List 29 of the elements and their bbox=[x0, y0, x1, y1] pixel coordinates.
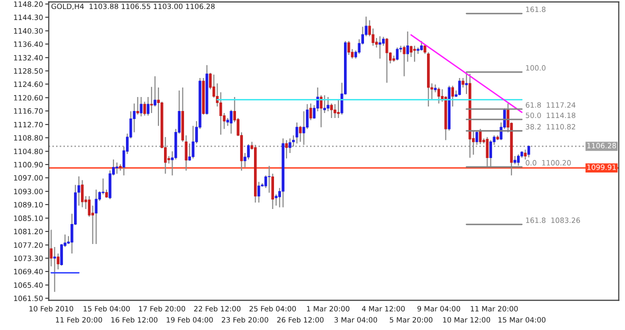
candlestick bbox=[257, 181, 260, 204]
candlestick bbox=[458, 77, 461, 96]
candlestick bbox=[136, 96, 140, 116]
candlestick bbox=[437, 86, 440, 104]
candlestick bbox=[143, 101, 146, 116]
candlestick bbox=[320, 94, 322, 128]
candlestick bbox=[420, 40, 423, 52]
candlestick bbox=[334, 104, 336, 119]
candlestick bbox=[326, 96, 330, 112]
candlestick bbox=[80, 180, 84, 208]
candlestick bbox=[402, 45, 406, 77]
candlestick bbox=[451, 85, 454, 108]
candlestick bbox=[192, 125, 194, 159]
candlestick bbox=[140, 96, 143, 117]
candlestick bbox=[285, 140, 288, 159]
candlestick bbox=[524, 149, 527, 160]
candlestick bbox=[299, 125, 302, 142]
candlestick bbox=[413, 45, 416, 62]
candlestick bbox=[527, 144, 530, 158]
candlestick bbox=[150, 86, 153, 114]
candlestick bbox=[116, 162, 118, 174]
candlestick bbox=[378, 36, 382, 60]
candlestick bbox=[465, 72, 468, 95]
candlestick bbox=[296, 122, 298, 144]
candlestick bbox=[94, 189, 98, 245]
candlestick bbox=[347, 40, 350, 56]
candlestick bbox=[396, 46, 399, 61]
candlestick bbox=[386, 37, 388, 84]
candlestick bbox=[53, 246, 56, 292]
